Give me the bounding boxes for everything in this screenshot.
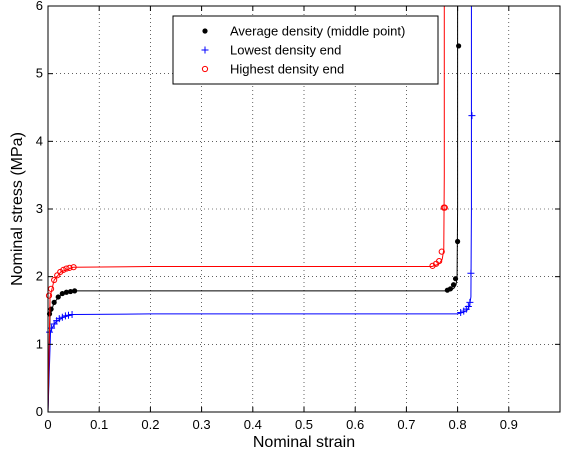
data-point <box>455 238 461 245</box>
x-tick-label: 0.9 <box>500 417 518 432</box>
x-tick-label: 0.6 <box>346 417 364 432</box>
data-point <box>64 311 72 319</box>
data-point <box>54 272 61 279</box>
data-point <box>438 248 445 255</box>
data-point <box>72 288 78 294</box>
x-tick-label: 0.2 <box>141 417 159 432</box>
data-point <box>63 289 70 295</box>
series-1 <box>46 6 462 413</box>
data-point <box>51 276 58 284</box>
y-tick-label: 1 <box>36 336 43 351</box>
y-tick-label: 0 <box>36 404 43 419</box>
data-point <box>55 315 63 323</box>
data-point <box>67 288 74 295</box>
data-point <box>66 264 73 271</box>
axis-ticks: 0 0.1 0.2 0.3 0.4 0.5 0.6 0.7 0.8 0.9 0 1 2 3 4 5 6 <box>36 0 560 432</box>
data-point <box>57 268 64 276</box>
data-point <box>45 292 53 299</box>
series-3 <box>45 6 448 413</box>
y-axis-label: Nominal stress (MPa) <box>9 132 26 286</box>
x-tick-label: 0.7 <box>397 417 415 432</box>
data-point <box>457 309 465 317</box>
data-point <box>456 43 462 49</box>
legend-label-2: Lowest density end <box>230 43 341 58</box>
legend-label-3: Highest density end <box>230 62 344 77</box>
data-point <box>452 276 459 282</box>
legend: Average density (middle point) Lowest den… <box>172 15 439 85</box>
y-tick-label: 5 <box>36 66 43 81</box>
data-point <box>436 258 443 265</box>
x-tick-label: 0.8 <box>449 417 467 432</box>
y-tick-label: 3 <box>36 201 43 216</box>
y-tick-label: 2 <box>36 269 43 284</box>
legend-box <box>172 15 439 85</box>
x-axis-label: Nominal strain <box>253 434 355 451</box>
data-point <box>68 311 76 319</box>
x-tick-label: 0.3 <box>193 417 211 432</box>
x-tick-label: 0.4 <box>244 417 262 432</box>
data-point <box>464 302 472 310</box>
series-layer <box>45 6 476 413</box>
data-point <box>63 265 70 272</box>
data-point <box>60 266 67 273</box>
data-point <box>70 264 77 271</box>
legend-marker-1 <box>202 28 208 34</box>
legend-label-1: Average density (middle point) <box>230 24 405 39</box>
legend-marker-2 <box>201 46 209 54</box>
data-point <box>466 298 474 306</box>
data-point <box>55 294 61 300</box>
data-point <box>48 306 54 312</box>
data-point <box>51 299 57 305</box>
y-tick-label: 4 <box>36 133 43 148</box>
x-tick-label: 0.5 <box>295 417 313 432</box>
data-point <box>58 313 66 321</box>
data-point <box>447 286 454 292</box>
x-tick-label: 0.1 <box>90 417 108 432</box>
data-point <box>61 312 69 320</box>
data-point <box>59 290 65 297</box>
data-point <box>450 282 457 288</box>
x-tick-label: 0 <box>44 417 51 432</box>
series-line <box>47 6 445 413</box>
series-2 <box>46 6 476 413</box>
data-point <box>467 269 475 277</box>
legend-marker-3 <box>201 65 209 73</box>
data-point <box>441 204 448 211</box>
y-tick-label: 6 <box>36 0 43 13</box>
data-point <box>468 112 476 120</box>
